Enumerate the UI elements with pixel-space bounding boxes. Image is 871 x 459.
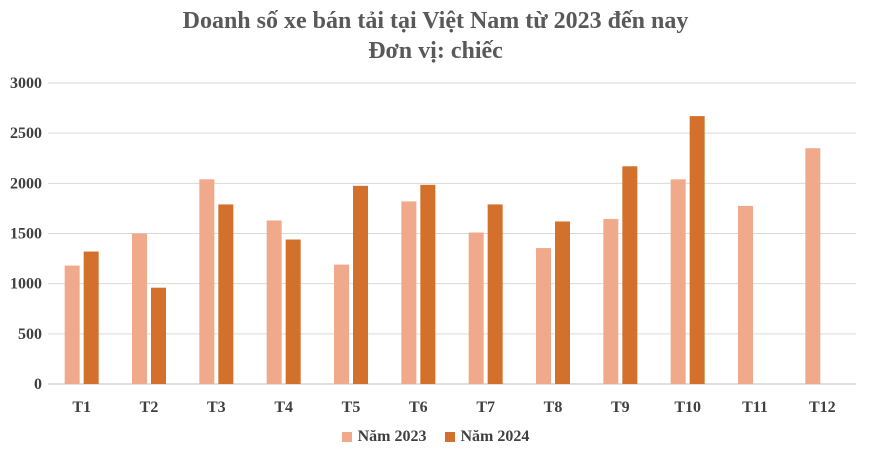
x-tick-label: T5 [342, 399, 361, 416]
bar-năm-2023-t7 [468, 232, 484, 384]
bar-năm-2023-t11 [738, 205, 753, 384]
bar-năm-2024-t3 [218, 204, 234, 384]
bar-năm-2024-t9 [622, 166, 638, 384]
legend: Năm 2023 Năm 2024 [0, 428, 871, 446]
bar-năm-2023-t12 [805, 148, 821, 384]
legend-swatch [341, 432, 352, 442]
y-tick-label: 0 [34, 376, 42, 393]
chart-subtitle: Đơn vị: chiếc [368, 38, 503, 64]
x-tick-label: T12 [809, 399, 836, 416]
bar-năm-2024-t5 [353, 185, 368, 384]
bar-năm-2023-t1 [64, 265, 80, 384]
bar-năm-2024-t1 [83, 251, 99, 384]
y-tick-label: 3000 [10, 75, 42, 92]
x-tick-label: T10 [674, 399, 701, 416]
y-tick-label: 1500 [10, 226, 42, 243]
bar-năm-2023-t4 [266, 220, 282, 384]
x-tick-label: T4 [274, 399, 293, 416]
bar-năm-2023-t2 [132, 233, 147, 384]
x-tick-label: T1 [72, 399, 91, 416]
legend-item-2024: Năm 2024 [444, 428, 530, 446]
y-tick-label: 2500 [10, 125, 42, 142]
bar-năm-2024-t6 [420, 184, 436, 384]
bar-năm-2023-t5 [334, 264, 349, 384]
bar-năm-2023-t8 [536, 248, 551, 384]
x-tick-label: T11 [742, 399, 768, 416]
bar-năm-2023-t10 [670, 179, 686, 384]
x-tick-label: T7 [476, 399, 495, 416]
x-tick-label: T8 [544, 399, 563, 416]
legend-swatch [444, 432, 455, 442]
x-tick-label: T6 [409, 399, 428, 416]
bar-năm-2024-t8 [555, 221, 570, 384]
x-tick-label: T9 [611, 399, 630, 416]
y-tick-label: 1000 [10, 276, 42, 293]
chart-title: Doanh số xe bán tải tại Việt Nam từ 2023… [182, 8, 689, 34]
legend-label: Năm 2024 [460, 428, 530, 445]
y-tick-label: 2000 [10, 175, 42, 192]
x-tick-label: T2 [140, 399, 159, 416]
bar-năm-2024-t10 [689, 116, 705, 385]
bar-năm-2023-t6 [401, 201, 417, 384]
x-tick-label: T3 [207, 399, 226, 416]
bar-năm-2024-t7 [487, 204, 503, 384]
bar-năm-2023-t9 [603, 218, 619, 384]
y-tick-label: 500 [18, 326, 42, 343]
bar-năm-2024-t4 [285, 239, 301, 384]
legend-label: Năm 2023 [357, 428, 427, 445]
bar-năm-2023-t3 [199, 179, 215, 384]
legend-item-2023: Năm 2023 [341, 428, 427, 446]
bar-năm-2024-t2 [151, 287, 166, 384]
